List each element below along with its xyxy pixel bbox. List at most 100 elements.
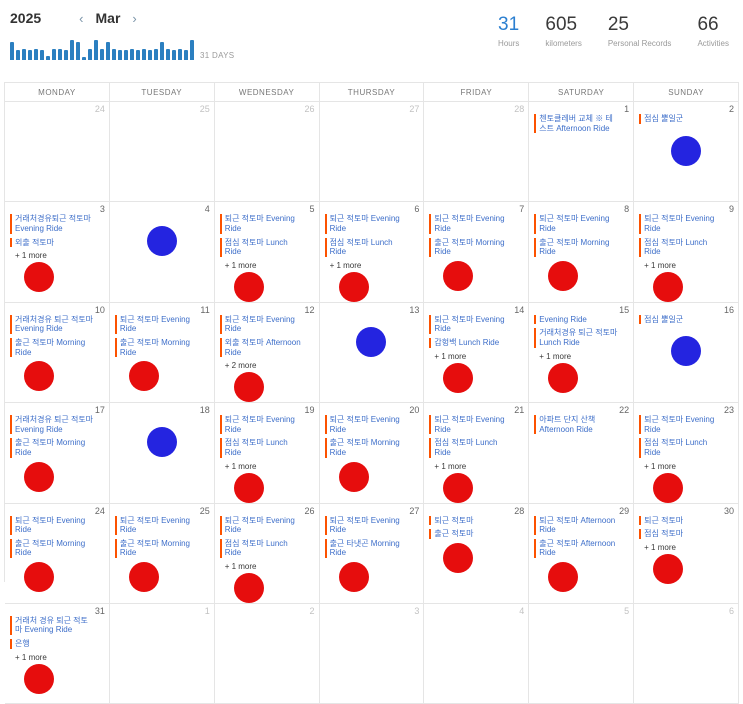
more-activities-link[interactable]: + 2 more [225,361,316,370]
activity-map-thumbnail[interactable] [548,363,578,393]
activity-entry[interactable]: 외출 적토마 [10,238,94,248]
activity-entry[interactable]: 퇴근 적토마 Evening Ride [220,415,304,434]
activity-entry[interactable]: 퇴근 적토마 Evening Ride [220,315,304,334]
activity-entry[interactable]: 출근 적토마 Morning Ride [10,438,94,457]
activity-entry[interactable]: 퇴근 적토마 [429,516,513,526]
stat-kilometers[interactable]: 605 kilometers [545,14,581,48]
activity-entry[interactable]: 퇴근 적토마 [639,516,723,526]
activity-map-thumbnail[interactable] [443,261,473,291]
activity-entry[interactable]: 출근 타냇곤 Morning Ride [325,539,409,558]
activity-map-thumbnail[interactable] [339,272,369,302]
activity-entry[interactable]: 거래처경유 퇴근 적토마 Evening Ride [10,315,94,334]
activity-map-thumbnail[interactable] [671,336,701,366]
activity-entry[interactable]: 갑헝백 Lunch Ride [429,338,513,348]
activity-entry[interactable]: 점심 뿔일군 [639,315,723,325]
activity-entry[interactable]: 퇴근 적토마 Evening Ride [220,516,304,535]
more-activities-link[interactable]: + 1 more [225,261,316,270]
activity-entry[interactable]: 출근 적토마 Afternoon Ride [534,539,618,558]
activity-entry[interactable]: 퇴근 적토마 Evening Ride [534,214,618,233]
activity-entry[interactable]: 출근 적토마 Morning Ride [10,539,94,558]
activity-entry[interactable]: 점심 적토마 Lunch Ride [220,238,304,257]
activity-entry[interactable]: 퇴근 적토마 Evening Ride [325,516,409,535]
activity-entry[interactable]: 퇴근 적토마 Afternoon Ride [534,516,618,535]
more-activities-link[interactable]: + 1 more [434,352,525,361]
activity-entry[interactable]: 점심 적토마 [639,529,723,539]
activity-entry[interactable]: 출근 적토마 Morning Ride [534,238,618,257]
activity-map-thumbnail[interactable] [443,473,473,503]
stat-personal-records[interactable]: 25 Personal Records [608,14,672,48]
activity-entry[interactable]: 점심 적토마 Lunch Ride [429,438,513,457]
activity-map-thumbnail[interactable] [24,664,54,694]
activity-entry[interactable]: 퇴근 적토마 Evening Ride [10,516,94,535]
more-activities-link[interactable]: + 1 more [539,352,630,361]
activity-entry[interactable]: 퇴근 적토마 Evening Ride [639,214,723,233]
activity-map-thumbnail[interactable] [129,361,159,391]
activity-map-thumbnail[interactable] [234,473,264,503]
more-activities-link[interactable]: + 1 more [644,543,735,552]
activity-entry[interactable]: 퇴근 적토마 Evening Ride [220,214,304,233]
activity-map-thumbnail[interactable] [356,327,386,357]
activity-map-thumbnail[interactable] [548,261,578,291]
activity-entry[interactable]: 퇴근 적토마 Evening Ride [429,415,513,434]
stat-hours[interactable]: 31 Hours [498,14,519,48]
activity-entry[interactable]: 출근 적토마 [429,529,513,539]
activity-entry[interactable]: Evening Ride [534,315,618,325]
activity-map-thumbnail[interactable] [653,473,683,503]
activity-entry[interactable]: 출근 적토마 Morning Ride [115,338,199,357]
activity-map-thumbnail[interactable] [24,562,54,592]
activity-map-thumbnail[interactable] [234,372,264,402]
activity-entry[interactable]: 점심 적토마 Lunch Ride [325,238,409,257]
activity-entry[interactable]: 퇴근 적토마 Evening Ride [639,415,723,434]
activity-entry[interactable]: 출근 적토마 Morning Ride [10,338,94,357]
activity-entry[interactable]: 점심 적토마 Lunch Ride [639,238,723,257]
activity-map-thumbnail[interactable] [24,361,54,391]
more-activities-link[interactable]: + 1 more [225,462,316,471]
more-activities-link[interactable]: + 1 more [15,653,106,662]
activity-entry[interactable]: 첸토클레버 교체 ※ 테스트 Afternoon Ride [534,114,618,133]
activity-entry[interactable]: 출근 적토마 Morning Ride [115,539,199,558]
activity-map-thumbnail[interactable] [129,562,159,592]
activity-entry[interactable]: 퇴근 적토마 Evening Ride [325,415,409,434]
activity-entry[interactable]: 점심 적토마 Lunch Ride [220,438,304,457]
activity-map-thumbnail[interactable] [234,573,264,603]
activity-entry[interactable]: 거래처 경유 퇴근 적토마 Evening Ride [10,616,94,635]
activity-entry[interactable]: 거래처경유퇴근 적토마 Evening Ride [10,214,94,233]
activity-entry[interactable]: 퇴근 적토마 Evening Ride [429,214,513,233]
more-activities-link[interactable]: + 1 more [225,562,316,571]
activity-map-thumbnail[interactable] [443,543,473,573]
activity-entry[interactable]: 거래처경유 퇴근 적토마 Evening Ride [10,415,94,434]
activity-map-thumbnail[interactable] [147,226,177,256]
activity-entry[interactable]: 점심 적토마 Lunch Ride [639,438,723,457]
activity-map-thumbnail[interactable] [653,272,683,302]
activity-map-thumbnail[interactable] [147,427,177,457]
more-activities-link[interactable]: + 1 more [644,261,735,270]
activity-entry[interactable]: 거래처경유 퇴근 적토마 Lunch Ride [534,328,618,347]
activity-map-thumbnail[interactable] [24,262,54,292]
activity-entry[interactable]: 외출 적토마 Afternoon Ride [220,338,304,357]
activity-entry[interactable]: 퇴근 적토마 Evening Ride [429,315,513,334]
activity-entry[interactable]: 아파트 단지 산책 Afternoon Ride [534,415,618,434]
prev-month-icon[interactable]: ‹ [77,12,85,25]
stat-activities[interactable]: 66 Activities [697,14,729,48]
activity-entry[interactable]: 점심 적토마 Lunch Ride [220,539,304,558]
activity-entry[interactable]: 퇴근 적토마 Evening Ride [115,315,199,334]
activity-map-thumbnail[interactable] [443,363,473,393]
more-activities-link[interactable]: + 1 more [15,251,106,260]
more-activities-link[interactable]: + 1 more [644,462,735,471]
activity-map-thumbnail[interactable] [339,462,369,492]
activity-entry[interactable]: 퇴근 적토마 Evening Ride [115,516,199,535]
activity-map-thumbnail[interactable] [234,272,264,302]
activity-map-thumbnail[interactable] [653,554,683,584]
activity-entry[interactable]: 출근 적토마 Morning Ride [325,438,409,457]
more-activities-link[interactable]: + 1 more [434,462,525,471]
activity-map-thumbnail[interactable] [548,562,578,592]
activity-map-thumbnail[interactable] [24,462,54,492]
next-month-icon[interactable]: › [130,12,138,25]
activity-entry[interactable]: 퇴근 적토마 Evening Ride [325,214,409,233]
activity-map-thumbnail[interactable] [339,562,369,592]
activity-entry[interactable]: 은행 [10,639,94,649]
activity-entry[interactable]: 점심 뿔일군 [639,114,723,124]
more-activities-link[interactable]: + 1 more [330,261,421,270]
activity-entry[interactable]: 출근 적토마 Morning Ride [429,238,513,257]
activity-map-thumbnail[interactable] [671,136,701,166]
